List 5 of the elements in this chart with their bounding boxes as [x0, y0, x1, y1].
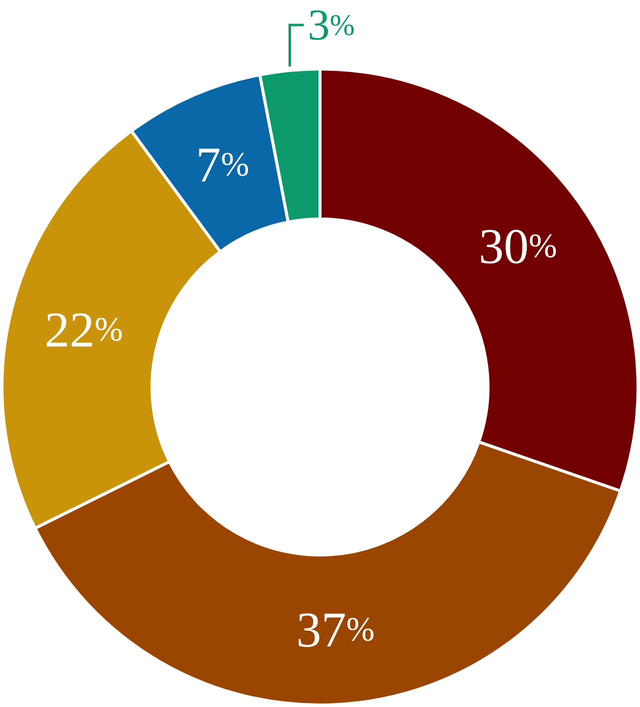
data-label: 30%: [478, 218, 558, 274]
data-label: 7%: [196, 136, 250, 192]
data-label: 3%: [308, 0, 355, 50]
data-label: 22%: [44, 302, 124, 358]
data-label: 37%: [296, 602, 375, 658]
